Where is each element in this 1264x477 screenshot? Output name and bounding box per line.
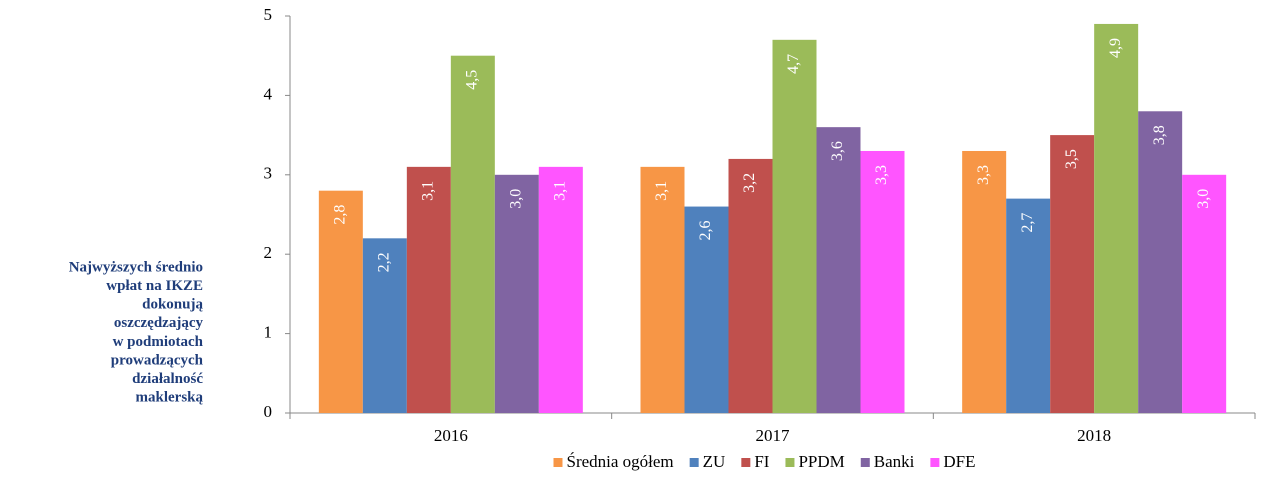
bar [728,158,773,413]
side-note-line: maklerską [136,390,204,406]
bar [406,166,451,413]
value-label: 3,0 [1195,189,1212,209]
bar [362,238,407,413]
x-tick-label: 2018 [1077,426,1111,445]
y-tick-label: 3 [264,164,273,183]
bar [1006,198,1051,413]
bar [640,166,685,413]
value-label: 3,6 [829,141,846,161]
side-note-line: Najwyższych średnio [69,259,203,275]
value-label: 3,5 [1063,149,1080,169]
bar [1094,23,1139,413]
value-label: 3,0 [508,189,525,209]
value-label: 3,8 [1151,125,1168,145]
bar [860,150,905,414]
side-note-line: prowadzących [111,352,204,368]
legend-swatch [785,458,795,467]
legend-swatch [741,458,751,467]
value-label: 4,5 [464,70,481,90]
y-tick-label: 5 [264,5,273,24]
bar [1182,174,1227,413]
bar [494,174,539,413]
x-tick-label: 2017 [756,426,791,445]
bar [684,206,729,413]
bar [1138,111,1183,413]
value-label: 2,8 [332,205,349,225]
value-label: 3,3 [873,165,890,185]
bar [962,150,1007,414]
y-tick-label: 2 [264,243,273,262]
value-label: 2,2 [376,252,393,272]
x-tick-label: 2016 [434,426,468,445]
side-note-line: działalność [132,371,203,387]
value-label: 3,1 [653,181,670,201]
y-tick-label: 4 [264,84,273,103]
value-label: 3,3 [975,165,992,185]
legend-swatch [860,458,870,467]
legend-label: Średnia ogółem [566,452,673,471]
bar [450,55,495,413]
value-label: 2,7 [1019,213,1036,233]
value-label: 4,7 [785,54,802,74]
side-note-line: dokonują [142,297,203,313]
y-tick-label: 0 [264,402,273,421]
legend-swatch [689,458,699,467]
bar [816,127,861,413]
side-note-line: w podmiotach [113,334,204,350]
value-label: 3,2 [741,173,758,193]
value-label: 2,6 [697,221,714,241]
bar [1050,135,1095,413]
bar [318,190,363,413]
side-note-line: wpłat na IKZE [106,278,203,294]
legend-label: DFE [943,452,975,471]
legend-swatch [553,458,563,467]
legend-label: ZU [703,452,726,471]
bar [538,166,583,413]
value-label: 4,9 [1107,38,1124,58]
legend-label: Banki [874,452,915,471]
value-label: 3,1 [420,181,437,201]
legend-label: FI [754,452,769,471]
y-tick-label: 1 [264,323,273,342]
side-note-line: oszczędzający [114,315,204,331]
bar [772,39,817,413]
legend-swatch [930,458,940,467]
value-label: 3,1 [552,181,569,201]
legend-label: PPDM [798,452,844,471]
